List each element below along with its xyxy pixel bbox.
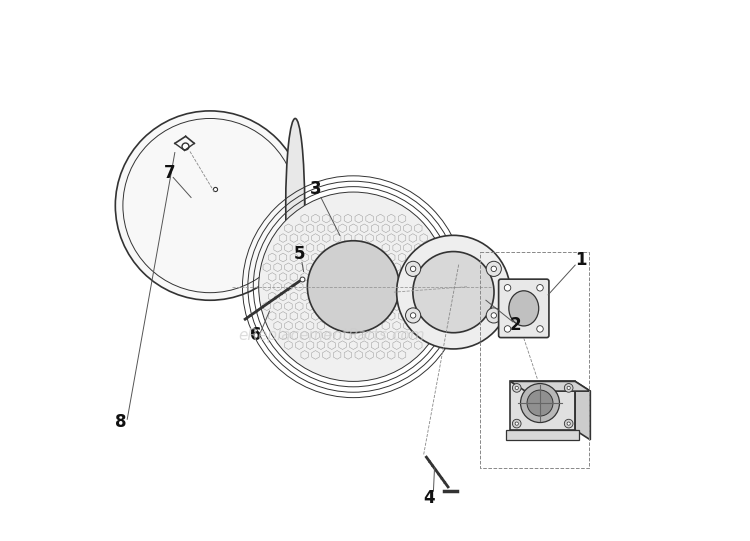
Circle shape [515, 422, 518, 425]
Circle shape [567, 386, 570, 390]
Circle shape [116, 111, 304, 300]
Circle shape [564, 419, 573, 428]
Text: 3: 3 [310, 180, 321, 199]
Circle shape [564, 384, 573, 392]
Circle shape [512, 419, 521, 428]
Ellipse shape [286, 118, 304, 293]
Circle shape [308, 241, 399, 333]
Text: 1: 1 [574, 250, 586, 269]
Circle shape [491, 266, 496, 272]
Circle shape [504, 326, 511, 332]
Circle shape [515, 386, 518, 390]
Circle shape [486, 308, 501, 323]
Circle shape [491, 313, 496, 318]
Circle shape [410, 313, 416, 318]
Circle shape [504, 285, 511, 291]
Text: 6: 6 [251, 326, 262, 345]
Circle shape [410, 266, 416, 272]
Polygon shape [296, 272, 308, 286]
Circle shape [413, 252, 494, 333]
Text: eReplacementParts.com: eReplacementParts.com [238, 328, 425, 343]
Text: 7: 7 [164, 164, 176, 182]
Bar [510, 381, 575, 430]
Ellipse shape [509, 291, 538, 326]
FancyBboxPatch shape [499, 279, 549, 338]
Polygon shape [506, 430, 580, 440]
Text: 8: 8 [115, 413, 127, 431]
Circle shape [406, 261, 421, 276]
Circle shape [512, 384, 521, 392]
Circle shape [537, 326, 543, 332]
Circle shape [486, 261, 501, 276]
Ellipse shape [520, 384, 560, 423]
Circle shape [406, 308, 421, 323]
Circle shape [527, 390, 553, 416]
Circle shape [537, 285, 543, 291]
Polygon shape [510, 381, 590, 391]
Circle shape [259, 192, 448, 381]
Text: 5: 5 [293, 245, 305, 263]
Text: 2: 2 [510, 315, 521, 334]
Circle shape [397, 235, 510, 349]
Text: 4: 4 [423, 489, 435, 507]
Polygon shape [575, 381, 590, 440]
Circle shape [567, 422, 570, 425]
